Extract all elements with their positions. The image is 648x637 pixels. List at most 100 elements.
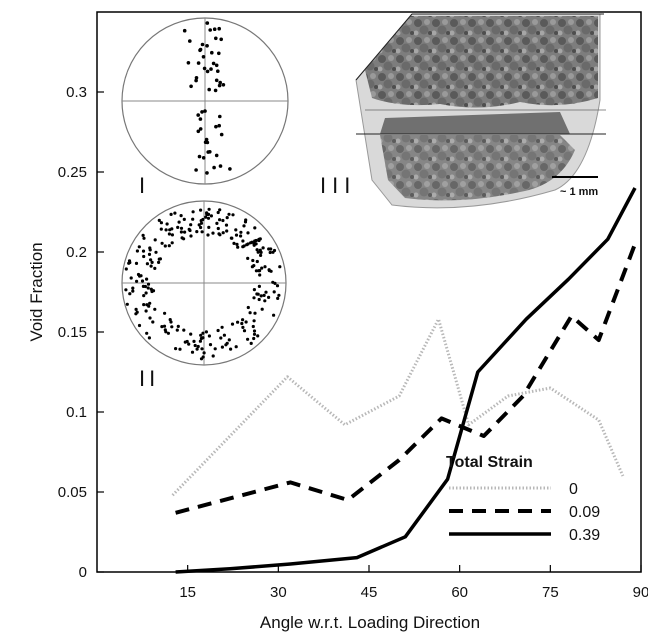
inset-2-point (149, 258, 153, 262)
inset-2-point (252, 264, 256, 268)
inset-2-point (129, 276, 133, 280)
inset-2-point (125, 302, 129, 306)
inset-1-point (217, 83, 222, 88)
legend-label-2: 0.09 (569, 504, 600, 521)
inset-3-upper-volume (365, 16, 598, 108)
inset-2-point (145, 262, 149, 266)
inset-2-point (257, 284, 261, 288)
x-tick-label: 60 (451, 584, 468, 601)
inset-1-point (200, 110, 204, 114)
inset-2-point (195, 347, 199, 351)
y-tick-label: 0.2 (66, 244, 87, 261)
inset-2-point (257, 238, 261, 243)
inset-2-point (252, 319, 256, 323)
inset-2-point (276, 296, 280, 300)
inset-2-point (144, 291, 148, 295)
inset-2-point (240, 321, 244, 326)
inset-2-point (263, 299, 267, 303)
inset-2-point (242, 329, 247, 333)
inset-2-point (260, 266, 264, 270)
inset-2-label: II (139, 366, 159, 391)
inset-2-point (219, 336, 223, 340)
y-tick-label: 0.05 (58, 484, 87, 501)
y-tick-label: 0.25 (58, 164, 87, 181)
inset-2-point (185, 339, 189, 344)
inset-2-point (253, 311, 257, 315)
inset-2-point (206, 233, 210, 237)
inset-2-point (148, 316, 152, 320)
inset-2-point (211, 354, 215, 358)
inset-2-point (259, 250, 263, 254)
y-axis-ticks: 0 0.05 0.1 0.15 0.2 0.25 0.3 (58, 84, 104, 581)
inset-1-point (212, 165, 216, 170)
inset-2-point (159, 227, 163, 231)
inset-2-point (170, 325, 174, 329)
inset-1-point (196, 113, 200, 117)
inset-2-point (153, 266, 157, 270)
inset-2-point (272, 248, 277, 253)
inset-2-point (199, 336, 203, 341)
inset-2-point (256, 292, 260, 296)
inset-2-point (142, 303, 146, 307)
inset-2-point (239, 230, 243, 234)
inset-2-point (176, 225, 180, 229)
inset-1-point (203, 109, 207, 113)
y-tick-label: 0.15 (58, 324, 87, 341)
inset-2-point (259, 294, 263, 298)
inset-2-point (218, 208, 222, 212)
inset-2-point (209, 214, 213, 218)
x-tick-label: 90 (633, 584, 648, 601)
inset-2-point (246, 231, 250, 235)
inset-2-point (254, 242, 258, 246)
inset-2-point (252, 288, 256, 292)
inset-2-point (241, 325, 245, 329)
inset-2-point (131, 286, 135, 290)
inset-2-point (204, 330, 208, 334)
inset-2-point (272, 313, 276, 317)
x-axis-ticks: 15 30 45 60 75 90 (179, 565, 648, 601)
inset-2-point (216, 210, 220, 215)
y-tick-label: 0.1 (66, 404, 87, 421)
inset-2-point (225, 341, 229, 345)
inset-2-point (148, 248, 152, 252)
inset-1-point (217, 26, 221, 31)
inset-2-point (179, 230, 183, 234)
inset-2-point (262, 293, 266, 297)
inset-2-point (251, 324, 255, 329)
x-tick-label: 15 (179, 584, 196, 601)
inset-2-point (175, 328, 179, 332)
inset-3-edge (355, 13, 413, 81)
inset-2-point (145, 303, 149, 307)
inset-1-point (201, 55, 206, 59)
inset-2-point (169, 212, 173, 216)
inset-2-point (220, 325, 224, 329)
inset-2-point (268, 250, 272, 255)
inset-2-point (190, 350, 195, 354)
inset-2-point (242, 224, 246, 228)
inset-1-point (205, 171, 209, 175)
inset-2-point (221, 218, 225, 223)
inset-2-point (187, 342, 191, 346)
inset-1-point (218, 80, 222, 85)
inset-2-point (230, 322, 235, 326)
inset-2-point (199, 221, 204, 225)
inset-2-point (227, 338, 231, 342)
inset-2-point (197, 223, 201, 227)
inset-2-point (162, 324, 167, 328)
inset-2-point (158, 257, 162, 261)
inset-2-point (251, 258, 255, 263)
inset-1-point (188, 39, 192, 43)
inset-1-point (216, 69, 220, 73)
inset-2-point (252, 296, 256, 300)
inset-2-point (199, 219, 203, 223)
inset-2-point (196, 344, 200, 349)
inset-2-point (170, 241, 174, 245)
inset-2-point (248, 311, 252, 315)
inset-2-point (204, 215, 208, 219)
inset-2-point (207, 225, 211, 229)
inset-2-point (137, 245, 141, 249)
inset-2-point (192, 339, 196, 343)
inset-2-point (146, 282, 151, 286)
inset-2-point (135, 310, 139, 314)
inset-2-point (142, 294, 146, 298)
